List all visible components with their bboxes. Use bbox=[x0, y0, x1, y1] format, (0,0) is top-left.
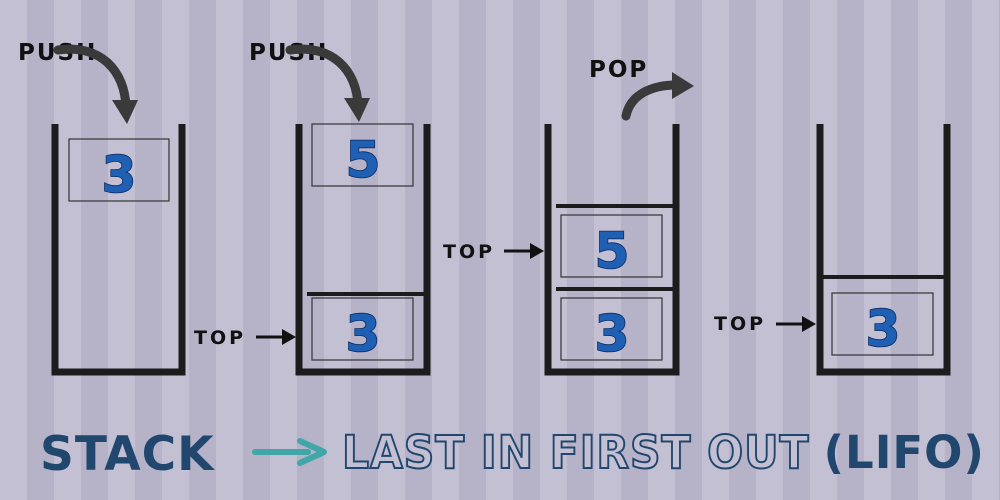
title-lifo-abbr: (LIFO) bbox=[823, 426, 985, 479]
top-pointer: TOP bbox=[443, 241, 544, 263]
top-label: TOP bbox=[194, 327, 246, 349]
curved-arrow-icon bbox=[621, 72, 694, 121]
title-lifo-text: LAST IN FIRST OUT bbox=[342, 426, 809, 479]
item-value: 5 bbox=[346, 131, 381, 189]
stack-item: 5 bbox=[311, 123, 414, 190]
item-value: 3 bbox=[595, 305, 630, 363]
stack-item: 3 bbox=[831, 292, 934, 359]
stack-3: POP 5 3 TOP bbox=[443, 57, 694, 376]
top-pointer: TOP bbox=[194, 327, 296, 349]
stack-4: 3 TOP bbox=[714, 124, 951, 376]
stack-item: 3 bbox=[311, 297, 414, 364]
curved-arrow-icon bbox=[285, 44, 370, 122]
top-pointer: TOP bbox=[714, 313, 816, 335]
curved-arrow-icon bbox=[53, 44, 138, 124]
teal-arrow-icon bbox=[252, 438, 327, 466]
item-value: 3 bbox=[346, 305, 381, 363]
item-value: 3 bbox=[866, 300, 901, 358]
stack-container bbox=[51, 124, 186, 376]
pop-label: POP bbox=[589, 57, 648, 83]
item-value: 3 bbox=[102, 146, 137, 204]
stack-container bbox=[295, 124, 431, 376]
item-value: 5 bbox=[595, 222, 630, 280]
stack-container bbox=[816, 124, 951, 376]
title-stack: STACK bbox=[40, 427, 215, 482]
top-label: TOP bbox=[714, 313, 766, 335]
stack-item: 3 bbox=[560, 297, 663, 364]
stack-container bbox=[544, 124, 680, 376]
stack-item: 3 bbox=[68, 138, 170, 205]
stack-1: PUSH 3 bbox=[18, 40, 186, 376]
stack-2: PUSH 5 3 TOP bbox=[194, 40, 431, 376]
title-banner: STACK LAST IN FIRST OUT (LIFO) bbox=[40, 425, 985, 482]
stack-item: 5 bbox=[560, 214, 663, 281]
top-label: TOP bbox=[443, 241, 495, 263]
